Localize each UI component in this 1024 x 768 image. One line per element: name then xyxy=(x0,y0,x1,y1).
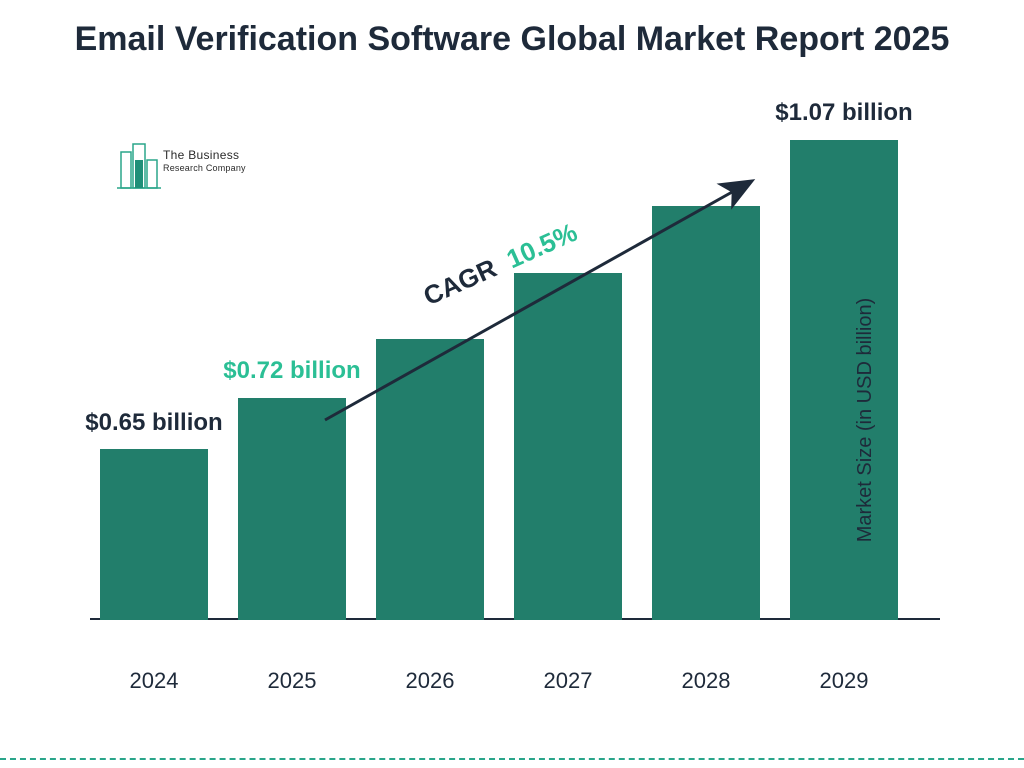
bar xyxy=(514,273,622,620)
x-axis-label: 2029 xyxy=(780,668,908,694)
bar-value-label: $0.65 billion xyxy=(82,409,226,438)
bar xyxy=(376,339,484,620)
page: Email Verification Software Global Marke… xyxy=(0,0,1024,768)
x-axis-label: 2027 xyxy=(504,668,632,694)
bars-group: $0.65 billion$0.72 billion$1.07 billion xyxy=(90,140,940,660)
y-axis-label: Market Size (in USD billion) xyxy=(854,298,877,543)
chart-title: Email Verification Software Global Marke… xyxy=(0,18,1024,61)
plot-area: $0.65 billion$0.72 billion$1.07 billion … xyxy=(90,140,940,660)
x-axis-label: 2028 xyxy=(642,668,770,694)
x-axis-label: 2025 xyxy=(228,668,356,694)
bar xyxy=(790,140,898,620)
bar-chart: $0.65 billion$0.72 billion$1.07 billion … xyxy=(90,140,960,700)
bar-value-label: $1.07 billion xyxy=(772,99,916,128)
bar xyxy=(100,449,208,620)
bar-value-label: $0.72 billion xyxy=(220,357,364,386)
bottom-dashed-divider xyxy=(0,758,1024,760)
x-axis-label: 2024 xyxy=(90,668,218,694)
bar xyxy=(238,398,346,620)
bar xyxy=(652,206,760,620)
x-axis-label: 2026 xyxy=(366,668,494,694)
